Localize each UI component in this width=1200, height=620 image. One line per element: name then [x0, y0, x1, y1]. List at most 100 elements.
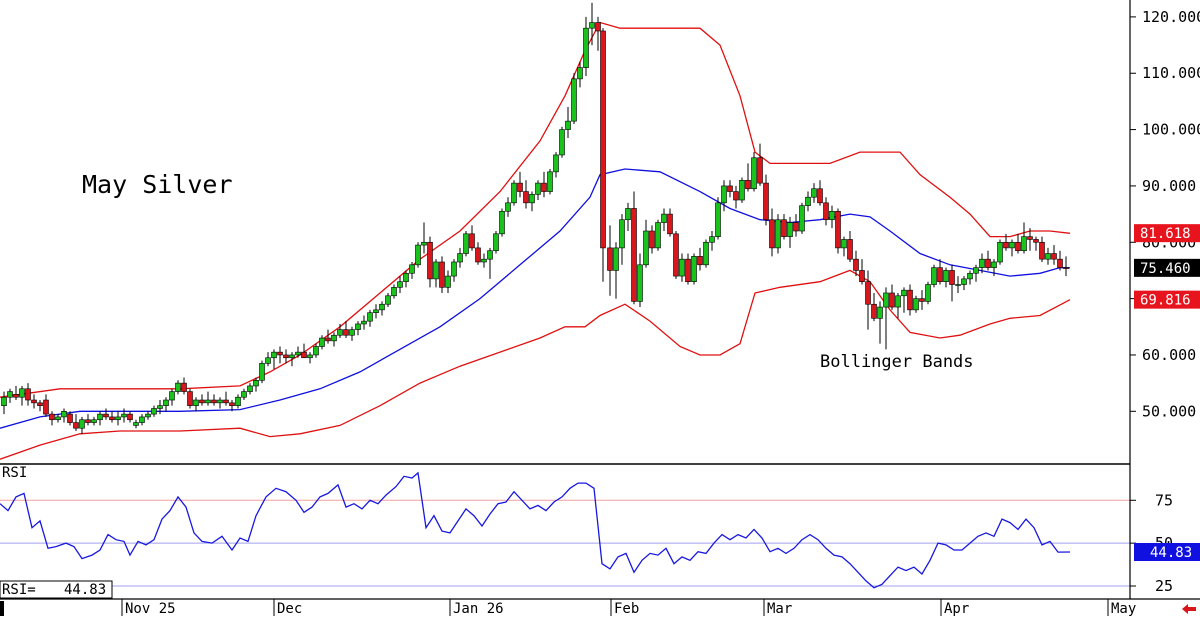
candle-body	[553, 154, 559, 173]
candle-body	[397, 281, 403, 288]
candle-body	[373, 309, 379, 313]
candle-body	[985, 258, 991, 268]
candle-body	[181, 382, 187, 392]
candle-body	[289, 354, 295, 359]
x-tick-label: Mar	[767, 601, 792, 617]
rsi-tag-box	[1134, 543, 1200, 562]
candle-body	[895, 295, 901, 308]
candle-body	[463, 233, 469, 254]
rsi-tag-label: 44.83	[1150, 545, 1192, 561]
candle-body	[793, 222, 799, 232]
candle-body	[331, 334, 337, 342]
candle-body	[361, 320, 367, 325]
candle-body	[769, 219, 775, 249]
candle-body	[13, 394, 19, 398]
candle-body	[577, 67, 583, 80]
candle-body	[805, 196, 811, 206]
x-tick-label: May	[1111, 601, 1136, 617]
candle-body	[1039, 241, 1045, 260]
candle-body	[1015, 241, 1021, 252]
candle-body	[175, 382, 181, 392]
price-tag-label: 75.460	[1140, 261, 1191, 277]
candle-body	[319, 337, 325, 347]
candle-body	[859, 270, 865, 283]
candle-body	[739, 179, 745, 201]
x-axis: Nov 25 Dec Jan 26 Feb Mar Apr May	[0, 599, 1196, 617]
candle-body	[25, 388, 31, 401]
x-tick-label: Apr	[944, 601, 969, 617]
candle-body	[709, 236, 715, 243]
candle-body	[217, 399, 223, 404]
candle-body	[529, 194, 535, 204]
candle-body	[979, 258, 985, 268]
candle-body	[409, 264, 415, 274]
candle-body	[919, 298, 925, 302]
candle-body	[1, 396, 7, 406]
candle-body	[703, 241, 709, 266]
candle-body	[925, 284, 931, 302]
candle-body	[877, 306, 883, 319]
candle-body	[727, 185, 733, 192]
candle-body	[751, 157, 757, 190]
candle-body	[997, 241, 1003, 263]
candle-body	[439, 261, 445, 288]
candle-body	[913, 298, 919, 311]
candle-body	[661, 213, 667, 223]
candle-body	[7, 391, 13, 398]
candle-body	[133, 422, 139, 426]
candle-body	[613, 247, 619, 271]
candle-body	[901, 289, 907, 297]
rsi-readout-label: RSI=	[2, 582, 36, 598]
candle-body	[337, 329, 343, 336]
candle-body	[757, 157, 763, 184]
candle-body	[829, 210, 835, 221]
candle-body	[343, 329, 349, 336]
price-tag-box	[1134, 224, 1200, 243]
scroll-start-marker	[0, 601, 4, 616]
candle-body	[607, 247, 613, 271]
candle-body	[259, 363, 265, 381]
candle-body	[205, 399, 211, 404]
candle-body	[385, 295, 391, 305]
candle-body	[277, 351, 283, 356]
candle-body	[43, 399, 49, 415]
candle-body	[247, 385, 253, 392]
candle-body	[295, 351, 301, 356]
candle-body	[151, 408, 157, 415]
candle-body	[637, 264, 643, 302]
price-tag-box	[1134, 258, 1200, 277]
candle-body	[235, 396, 241, 406]
candle-body	[817, 188, 823, 204]
candle-body	[949, 270, 955, 285]
bollinger-annotation: Bollinger Bands	[820, 352, 974, 372]
candle-body	[61, 410, 67, 418]
candle-body	[115, 416, 121, 421]
candle-body	[1051, 253, 1057, 260]
x-tick-label: Feb	[614, 601, 639, 617]
rsi-tick-label: 25	[1155, 577, 1173, 595]
candle-body	[631, 208, 637, 302]
price-panel: 50.00060.00070.00080.00090.000100.000110…	[0, 2, 1200, 460]
candle-body	[679, 258, 685, 277]
candle-body	[475, 247, 481, 263]
candle-body	[481, 258, 487, 263]
candle-body	[973, 267, 979, 274]
candle-body	[445, 275, 451, 288]
candle-body	[469, 233, 475, 249]
candle-body	[937, 267, 943, 283]
candle-body	[883, 292, 889, 308]
candle-body	[781, 219, 787, 237]
candle-body	[835, 210, 841, 249]
candle-body	[325, 337, 331, 342]
candle-body	[943, 270, 949, 283]
candle-body	[451, 261, 457, 277]
candle-body	[97, 413, 103, 421]
candle-body	[265, 357, 271, 364]
rsi-series	[0, 471, 1071, 589]
candle-body	[1045, 253, 1051, 260]
bollinger-line	[0, 269, 1071, 460]
candle-body	[85, 419, 91, 423]
candle-body	[379, 303, 385, 311]
